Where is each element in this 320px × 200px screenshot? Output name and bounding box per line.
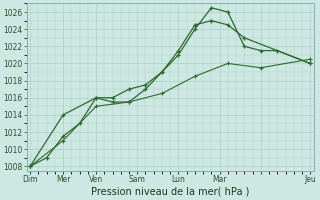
X-axis label: Pression niveau de la mer( hPa ): Pression niveau de la mer( hPa ) [91, 187, 249, 197]
